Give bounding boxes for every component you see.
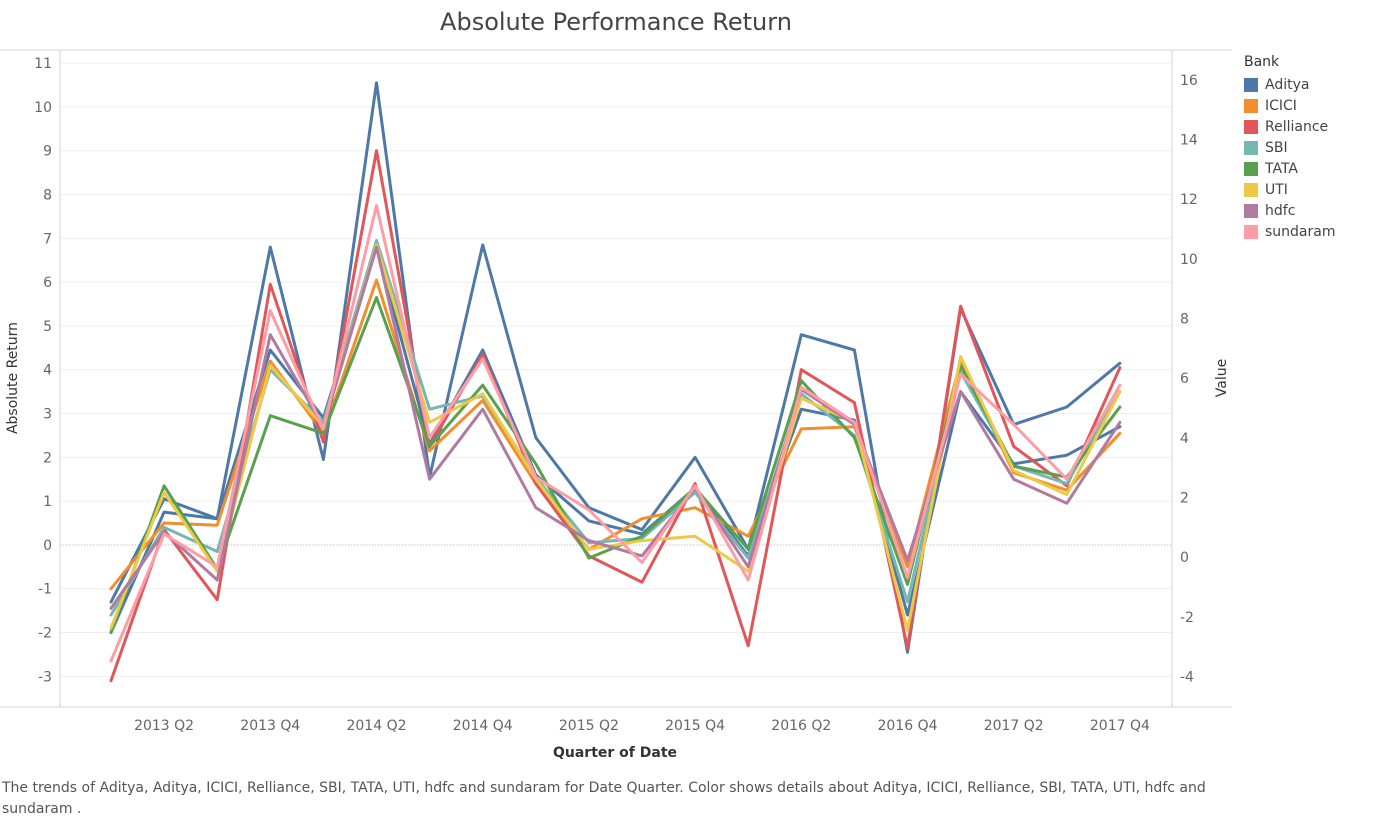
y2-tick-label: 2 [1180,491,1189,507]
x-tick-label: 2013 Q4 [240,718,300,734]
legend-swatch [1244,161,1258,176]
x-tick-label: 2014 Q4 [453,718,513,734]
series-line-hdfc [109,245,1122,610]
legend-swatch [1244,119,1258,134]
legend-item-sbi[interactable]: SBI [1244,137,1335,158]
x-tick-label: 2017 Q4 [1090,718,1150,734]
y-tick-label: 1 [43,494,52,510]
y2-tick-label: 6 [1180,371,1189,387]
x-tick-label: 2016 Q4 [877,718,937,734]
y-tick-label: 3 [43,407,52,423]
series-layer [109,81,1122,683]
y-axis-ticks: -3 -2 -1 0 1 2 3 4 5 6 7 8 9 10 11 [34,56,52,685]
series-line-sundaram [109,204,1122,663]
y2-tick-label: 16 [1180,73,1198,89]
legend-label: Relliance [1265,118,1329,135]
legend-swatch [1244,140,1258,155]
y2-tick-label: 12 [1180,192,1198,208]
y-axis-title: Absolute Return [5,322,21,434]
legend-swatch [1244,98,1258,113]
x-axis-ticks: 2013 Q2 2013 Q4 2014 Q2 2014 Q4 2015 Q2 2015 … [134,718,1150,734]
series-line-aditya [109,245,1122,634]
legend-item-hdfc[interactable]: hdfc [1244,200,1335,221]
legend-item-uti[interactable]: UTI [1244,179,1335,200]
y2-tick-label: 0 [1180,550,1189,566]
series-line-relliance [109,149,1122,683]
x-tick-label: 2014 Q2 [346,718,406,734]
legend-item-tata[interactable]: TATA [1244,158,1335,179]
grid-layer [60,62,1172,677]
legend-label: ICICI [1265,97,1297,114]
y-tick-label: 7 [43,231,52,247]
y-tick-label: 5 [43,319,52,335]
y-tick-label: 6 [43,275,52,291]
y-tick-label: -1 [38,582,52,598]
legend-swatch [1244,77,1258,92]
legend: Bank Aditya ICICI Relliance SBI TATA UTI hdfc s… [1244,54,1335,242]
legend-title: Bank [1244,54,1280,70]
legend-swatch [1244,182,1258,197]
y-tick-label: 2 [43,450,52,466]
x-axis-title: Quarter of Date [553,745,677,761]
y-tick-label: 11 [34,56,52,72]
legend-items: Aditya ICICI Relliance SBI TATA UTI hdfc sundar… [1244,74,1335,242]
y2-axis-title: Value [1214,359,1230,397]
chart-caption: The trends of Aditya, Aditya, ICICI, Rel… [2,780,1206,817]
y2-tick-label: -2 [1180,610,1194,626]
y-tick-label: -3 [38,669,52,685]
legend-label: hdfc [1265,202,1296,219]
legend-item-relliance[interactable]: Relliance [1244,116,1335,137]
legend-item-icici[interactable]: ICICI [1244,95,1335,116]
y2-tick-label: 10 [1180,252,1198,268]
legend-swatch [1244,203,1258,218]
legend-label: sundaram [1265,223,1336,240]
y2-axis-ticks: -4 -2 0 2 4 6 8 10 12 14 16 [1180,73,1198,686]
y-tick-label: 0 [43,538,52,554]
y2-tick-label: -4 [1180,670,1194,686]
y-tick-label: 9 [43,144,52,160]
y2-tick-label: 8 [1180,312,1189,328]
y2-tick-label: 14 [1180,133,1198,149]
legend-swatch [1244,224,1258,239]
legend-item-sundaram[interactable]: sundaram [1244,221,1335,242]
legend-item-aditya[interactable]: Aditya [1244,74,1335,95]
legend-label: SBI [1265,139,1288,156]
x-tick-label: 2017 Q2 [984,718,1044,734]
x-tick-label: 2016 Q2 [771,718,831,734]
x-tick-label: 2013 Q2 [134,718,194,734]
y2-tick-label: 4 [1180,431,1189,447]
chart-title: Absolute Performance Return [440,8,792,36]
y-tick-label: 8 [43,188,52,204]
series-line-sbi [109,239,1122,617]
x-tick-label: 2015 Q4 [665,718,725,734]
legend-label: TATA [1265,160,1298,177]
y-tick-label: 4 [43,363,52,379]
y-tick-label: -2 [38,626,52,642]
x-tick-label: 2015 Q2 [559,718,619,734]
plot-frame [0,49,1232,708]
legend-label: Aditya [1265,76,1310,93]
legend-label: UTI [1265,181,1288,198]
y-tick-label: 10 [34,100,52,116]
